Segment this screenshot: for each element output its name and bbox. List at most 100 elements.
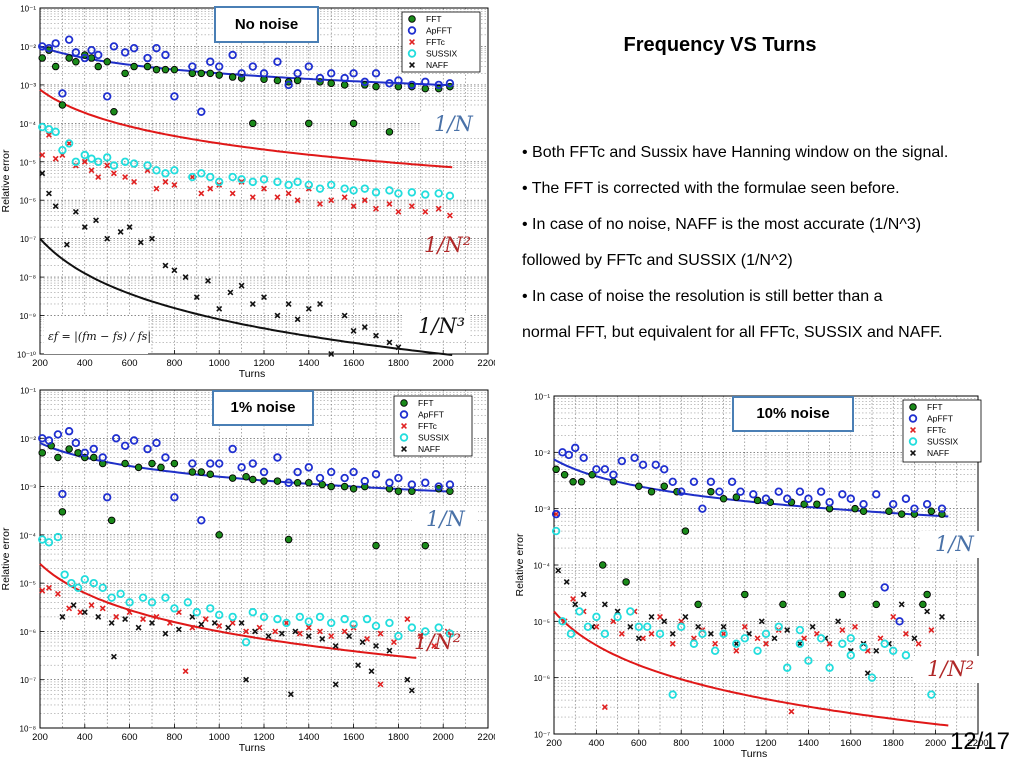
x-tick-label: 1600 [343, 358, 364, 369]
x-tick-label: 1000 [713, 738, 734, 749]
sussix-point [327, 180, 336, 190]
x-tick-label: 2200 [477, 732, 495, 743]
fft-point [305, 478, 313, 487]
legend-label: ApFFT [418, 410, 444, 420]
curve-label-bg [404, 313, 470, 340]
fft-point [273, 76, 282, 85]
naff-point [104, 235, 111, 242]
sussix-point [327, 618, 336, 628]
fftc-point [140, 616, 147, 623]
fftc-point [446, 212, 453, 219]
fftc-point [131, 178, 138, 185]
apfft-point [872, 490, 881, 499]
sussix-point [214, 177, 224, 187]
fftc-point [733, 647, 740, 654]
legend-box [902, 399, 982, 463]
sussix-point [340, 614, 349, 624]
x-tick-label: 1800 [388, 732, 409, 743]
sussix-point [102, 153, 112, 162]
apfft-point [340, 73, 349, 83]
sussix-point [248, 608, 257, 617]
chart-10pct-noise-svg: 200 400 600 800 1000 1200 1400 1600 1800 2000 2200… [514, 393, 989, 761]
sussix-point [774, 622, 783, 631]
grid [39, 390, 489, 729]
sussix-point [901, 651, 911, 660]
fftc-point [657, 613, 663, 620]
apfft-point [846, 494, 855, 503]
naff-point [227, 289, 234, 296]
sussix-point [147, 598, 157, 607]
sussix-point [783, 663, 792, 672]
curve-1-over-n2 [39, 88, 453, 169]
legend-box [401, 11, 481, 73]
naff-point [135, 624, 142, 631]
fftc-point [54, 590, 61, 597]
apfft-point [600, 465, 610, 474]
y-tick-label: 10⁻² [534, 449, 550, 458]
apfft-point [44, 436, 54, 445]
y-tick-label: 10⁻¹⁰ [17, 351, 36, 360]
fft-point [400, 399, 408, 407]
naff-point [126, 224, 133, 231]
apfft-point [188, 459, 197, 468]
fft-point [273, 477, 282, 485]
apfft-point [304, 62, 313, 71]
fft-point [38, 54, 46, 62]
legend-label: NAFF [927, 448, 949, 458]
y-tick-label: 10⁻³ [20, 81, 36, 90]
fft-point [408, 15, 416, 23]
apfft-point [214, 459, 224, 468]
naff-point [93, 217, 99, 224]
y-axis-label: Relative error [0, 527, 12, 591]
naff-point [216, 305, 223, 312]
apfft-point [804, 494, 813, 503]
sussix-point [60, 570, 69, 579]
x-tick-label: 2000 [925, 738, 946, 749]
sussix-point [689, 639, 699, 648]
fft-point [249, 119, 257, 128]
apfft-point [676, 487, 686, 496]
sussix-point [421, 627, 430, 636]
naff-point [661, 618, 668, 625]
apfft-point [922, 500, 932, 509]
apfft-point [749, 490, 758, 499]
sussix-point [192, 608, 201, 617]
fftc-point [153, 613, 160, 620]
naff-point [361, 324, 368, 331]
fftc-point [296, 630, 303, 637]
naff-point [720, 623, 727, 630]
x-tick-label: 200 [32, 358, 48, 369]
y-tick-label: 10⁻⁷ [534, 731, 550, 740]
fft-point [74, 449, 82, 457]
sussix-point [600, 629, 610, 639]
sussix-point [371, 188, 381, 197]
fftc-point [553, 511, 560, 518]
x-tick-label: 600 [631, 738, 647, 749]
bullet-list: • Both FFTc and Sussix have Hanning wind… [522, 135, 1017, 351]
fft-point [58, 508, 67, 516]
curve-1-over-n3 [39, 238, 453, 356]
sussix-point [120, 157, 130, 166]
apfft-point [407, 80, 417, 90]
fft-point [197, 468, 206, 476]
fft-point [372, 541, 380, 550]
fft-point [130, 62, 138, 71]
fft-point [107, 516, 116, 525]
panel-title-1pct-noise: 1% noise [212, 390, 314, 426]
fft-point [885, 507, 893, 515]
x-tick-label: 600 [122, 358, 138, 369]
apfft-point [206, 57, 215, 66]
fft-point [872, 600, 880, 609]
fftc-point [877, 635, 884, 642]
x-tick-label: 1800 [883, 738, 904, 749]
fft-point [800, 500, 808, 508]
fftc-point [77, 609, 84, 616]
legend-label: FFT [927, 402, 943, 412]
naff-point [386, 647, 393, 654]
apfft-point [80, 448, 89, 458]
curve-1-over-n2 [553, 610, 949, 727]
fft-point [446, 487, 454, 496]
naff-point [39, 170, 46, 177]
fft-point [121, 69, 129, 78]
fft-point [421, 84, 430, 93]
